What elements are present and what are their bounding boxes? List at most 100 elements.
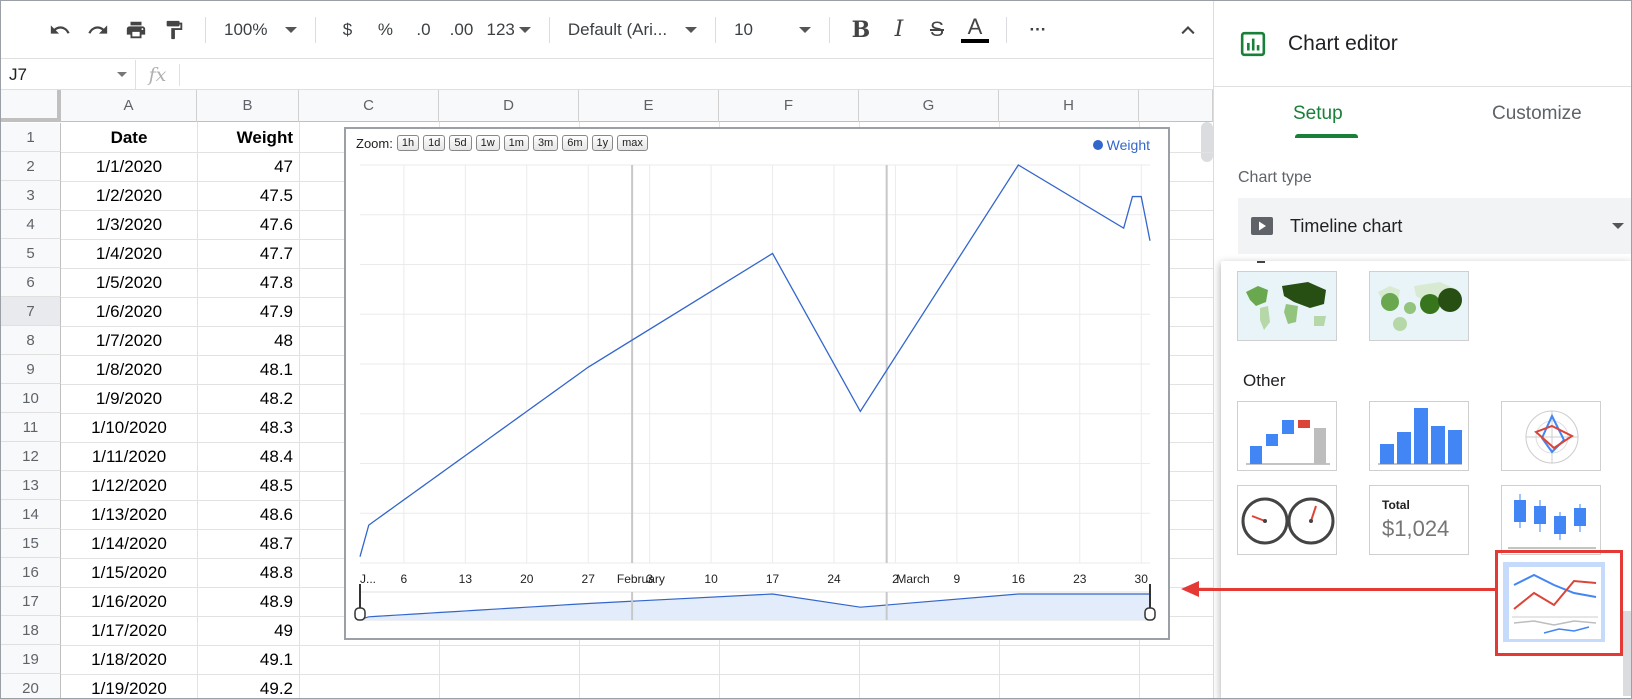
candlestick-chart-option[interactable] xyxy=(1501,485,1601,555)
date-cell[interactable]: 1/16/2020 xyxy=(91,591,167,611)
zoom-1d-button[interactable]: 1d xyxy=(423,135,446,151)
row-header-7[interactable]: 7 xyxy=(1,297,61,326)
weight-cell[interactable]: 47.7 xyxy=(259,243,293,263)
weight-cell[interactable]: 48.5 xyxy=(259,475,293,495)
zoom-1y-button[interactable]: 1y xyxy=(591,135,614,151)
currency-format-button[interactable]: $ xyxy=(342,19,353,39)
font-select[interactable]: Default (Ari... xyxy=(562,20,703,40)
row-header-15[interactable]: 15 xyxy=(1,529,61,558)
date-cell[interactable]: 1/19/2020 xyxy=(91,678,167,698)
weight-cell[interactable]: 48.3 xyxy=(259,417,293,437)
more-options-button[interactable]: ··· xyxy=(1029,19,1047,39)
name-box[interactable]: J7 xyxy=(1,59,136,90)
row-header-19[interactable]: 19 xyxy=(1,645,61,674)
row-header-18[interactable]: 18 xyxy=(1,616,61,645)
date-cell[interactable]: 1/12/2020 xyxy=(91,475,167,495)
zoom-5d-button[interactable]: 5d xyxy=(449,135,472,151)
column-header-partial[interactable] xyxy=(1139,90,1213,122)
date-cell[interactable]: 1/6/2020 xyxy=(95,301,163,321)
date-cell[interactable]: 1/13/2020 xyxy=(91,504,167,524)
date-cell[interactable]: 1/7/2020 xyxy=(95,330,163,350)
column-header-h[interactable]: H xyxy=(999,90,1139,122)
scorecard-chart-option[interactable]: Total $1,024 xyxy=(1369,485,1469,555)
weight-cell[interactable]: 48.2 xyxy=(259,388,293,408)
row-header-16[interactable]: 16 xyxy=(1,558,61,587)
histogram-chart-option[interactable] xyxy=(1369,401,1469,471)
select-all-corner[interactable] xyxy=(1,90,61,122)
row-header-2[interactable]: 2 xyxy=(1,152,61,181)
zoom-6m-button[interactable]: 6m xyxy=(562,135,588,151)
undo-button[interactable] xyxy=(41,12,79,48)
percent-format-button[interactable]: % xyxy=(377,19,394,39)
text-color-button[interactable]: A xyxy=(956,12,994,48)
column-header-g[interactable]: G xyxy=(859,90,999,122)
radar-chart-option[interactable] xyxy=(1501,401,1601,471)
date-cell[interactable]: 1/2/2020 xyxy=(95,185,163,205)
font-size-select[interactable]: 10 xyxy=(728,20,817,40)
column-header-d[interactable]: D xyxy=(439,90,579,122)
zoom-1h-button[interactable]: 1h xyxy=(396,135,420,151)
date-cell[interactable]: 1/8/2020 xyxy=(95,359,163,379)
paint-format-button[interactable] xyxy=(155,12,193,48)
weight-cell[interactable]: 48.1 xyxy=(259,359,293,379)
row-header-8[interactable]: 8 xyxy=(1,326,61,355)
zoom-1w-button[interactable]: 1w xyxy=(475,135,500,151)
date-cell[interactable]: 1/4/2020 xyxy=(95,243,163,263)
date-cell[interactable]: 1/9/2020 xyxy=(95,388,163,408)
strikethrough-button[interactable]: S xyxy=(929,17,944,41)
print-button[interactable] xyxy=(117,12,155,48)
vertical-scrollbar[interactable] xyxy=(1201,122,1213,162)
weight-cell[interactable]: 47 xyxy=(274,156,293,176)
row-header-5[interactable]: 5 xyxy=(1,239,61,268)
row-header-3[interactable]: 3 xyxy=(1,181,61,210)
italic-button[interactable]: I xyxy=(894,17,904,42)
gauge-chart-option[interactable] xyxy=(1237,485,1337,555)
weight-cell[interactable]: 47.8 xyxy=(259,272,293,292)
column-header-b[interactable]: B xyxy=(197,90,299,122)
weight-cell[interactable]: 47.5 xyxy=(259,185,293,205)
weight-cell[interactable]: Weight xyxy=(236,127,293,147)
weight-cell[interactable]: 48.7 xyxy=(259,533,293,553)
date-cell[interactable]: 1/10/2020 xyxy=(91,417,167,437)
weight-cell[interactable]: 47.9 xyxy=(259,301,293,321)
zoom-3m-button[interactable]: 3m xyxy=(532,135,559,151)
date-cell[interactable]: 1/3/2020 xyxy=(95,214,163,234)
geo-chart-option[interactable] xyxy=(1237,271,1337,341)
row-header-14[interactable]: 14 xyxy=(1,500,61,529)
weight-cell[interactable]: 47.6 xyxy=(259,214,293,234)
row-header-11[interactable]: 11 xyxy=(1,413,61,442)
date-cell[interactable]: 1/1/2020 xyxy=(95,156,163,176)
zoom-select[interactable]: 100% xyxy=(218,20,303,40)
date-cell[interactable]: 1/15/2020 xyxy=(91,562,167,582)
weight-cell[interactable]: 49 xyxy=(274,620,293,640)
zoom-1m-button[interactable]: 1m xyxy=(503,135,529,151)
column-header-c[interactable]: C xyxy=(299,90,439,122)
date-cell[interactable]: 1/14/2020 xyxy=(91,533,167,553)
formula-input[interactable] xyxy=(180,60,1213,90)
bold-button[interactable]: B xyxy=(851,16,871,43)
row-header-9[interactable]: 9 xyxy=(1,355,61,384)
weight-cell[interactable]: 48.8 xyxy=(259,562,293,582)
row-header-12[interactable]: 12 xyxy=(1,442,61,471)
row-header-20[interactable]: 20 xyxy=(1,674,61,698)
dropdown-scrollbar[interactable] xyxy=(1623,611,1631,696)
timeline-chart-option[interactable] xyxy=(1503,562,1605,642)
zoom-max-button[interactable]: max xyxy=(617,135,648,151)
weight-cell[interactable]: 49.2 xyxy=(259,678,293,698)
column-header-f[interactable]: F xyxy=(719,90,859,122)
chart-type-select[interactable]: Timeline chart xyxy=(1238,198,1631,254)
row-header-10[interactable]: 10 xyxy=(1,384,61,413)
row-header-17[interactable]: 17 xyxy=(1,587,61,616)
weight-cell[interactable]: 48.4 xyxy=(259,446,293,466)
date-cell[interactable]: 1/11/2020 xyxy=(91,446,167,466)
tab-setup[interactable]: Setup xyxy=(1293,103,1343,124)
waterfall-chart-option[interactable] xyxy=(1237,401,1337,471)
row-header-6[interactable]: 6 xyxy=(1,268,61,297)
timeline-chart[interactable]: Zoom: 1h 1d 5d 1w 1m 3m 6m 1y max Weight… xyxy=(344,127,1170,640)
row-header-13[interactable]: 13 xyxy=(1,471,61,500)
date-cell[interactable]: Date xyxy=(110,127,148,147)
tab-customize[interactable]: Customize xyxy=(1492,103,1582,124)
more-formats-select[interactable]: 123 xyxy=(480,20,536,40)
redo-button[interactable] xyxy=(79,12,117,48)
collapse-toolbar-button[interactable] xyxy=(1169,12,1207,48)
